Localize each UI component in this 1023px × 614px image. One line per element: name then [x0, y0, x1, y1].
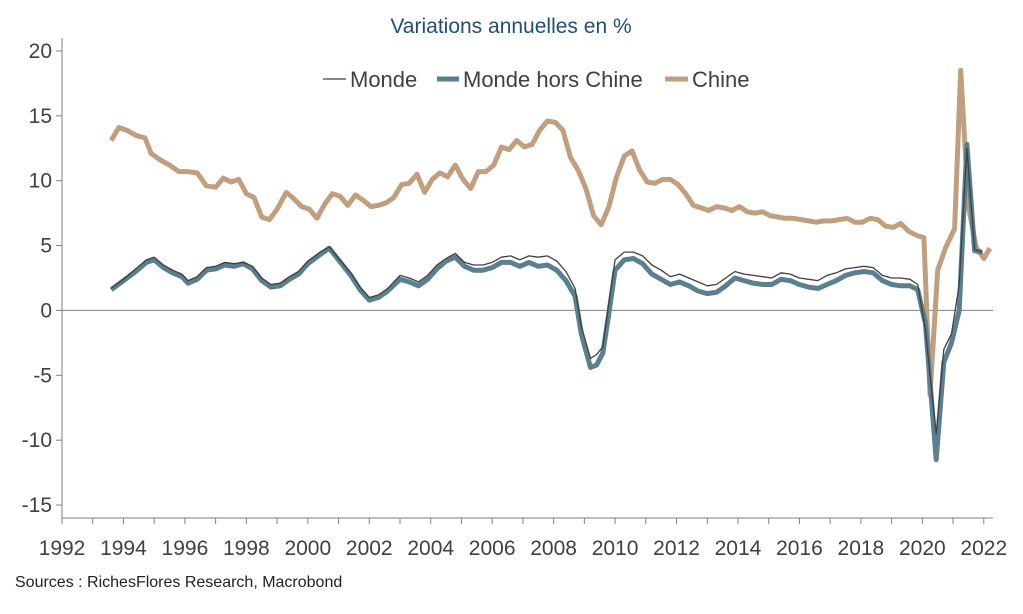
y-tick-label: 0: [40, 299, 52, 322]
y-tick-label: 5: [40, 235, 52, 258]
x-tick-label: 2010: [592, 537, 639, 560]
legend-label-chine: Chine: [692, 67, 749, 92]
y-tick-label: 20: [29, 40, 52, 63]
y-tick-label: -5: [33, 364, 52, 387]
x-tick-label: 2012: [653, 537, 700, 560]
x-tick-label: 1998: [223, 537, 270, 560]
x-tick-label: 2004: [407, 537, 454, 560]
x-tick-label: 2000: [284, 537, 331, 560]
chart-title: Variations annuelles en %: [390, 15, 631, 38]
x-tick-label: 2016: [776, 537, 823, 560]
x-tick-label: 2008: [530, 537, 577, 560]
series-layer: [109, 67, 993, 463]
y-tick-label: 10: [29, 170, 52, 193]
x-tick-label: 2014: [715, 537, 762, 560]
legend-label-monde-hors-chine: Monde hors Chine: [463, 67, 643, 92]
x-tick-label: 1996: [162, 537, 209, 560]
y-tick-label: -10: [22, 429, 52, 452]
x-tick-label: 2022: [960, 537, 1007, 560]
x-tick-label: 1992: [39, 537, 86, 560]
series-line-chine: [109, 67, 993, 398]
axes: 20 15 10 5 0 -5 -10 -15 1992 1994 1996 1998 2000 2002…: [22, 38, 1007, 560]
source-note: Sources : RichesFlores Research, Macrobo…: [15, 574, 343, 591]
legend: Monde Monde hors Chine Chine: [323, 67, 749, 92]
y-tick-label: -15: [22, 494, 52, 517]
legend-label-monde: Monde: [350, 67, 417, 92]
series-line-monde: [110, 147, 983, 435]
x-tick-label: 2020: [899, 537, 946, 560]
x-tick-label: 2002: [346, 537, 393, 560]
x-tick-label: 2006: [469, 537, 516, 560]
series-line-monde-hors-chine: [109, 141, 983, 463]
y-tick-label: 15: [29, 105, 52, 128]
x-tick-label: 2018: [838, 537, 885, 560]
x-tick-label: 1994: [100, 537, 147, 560]
